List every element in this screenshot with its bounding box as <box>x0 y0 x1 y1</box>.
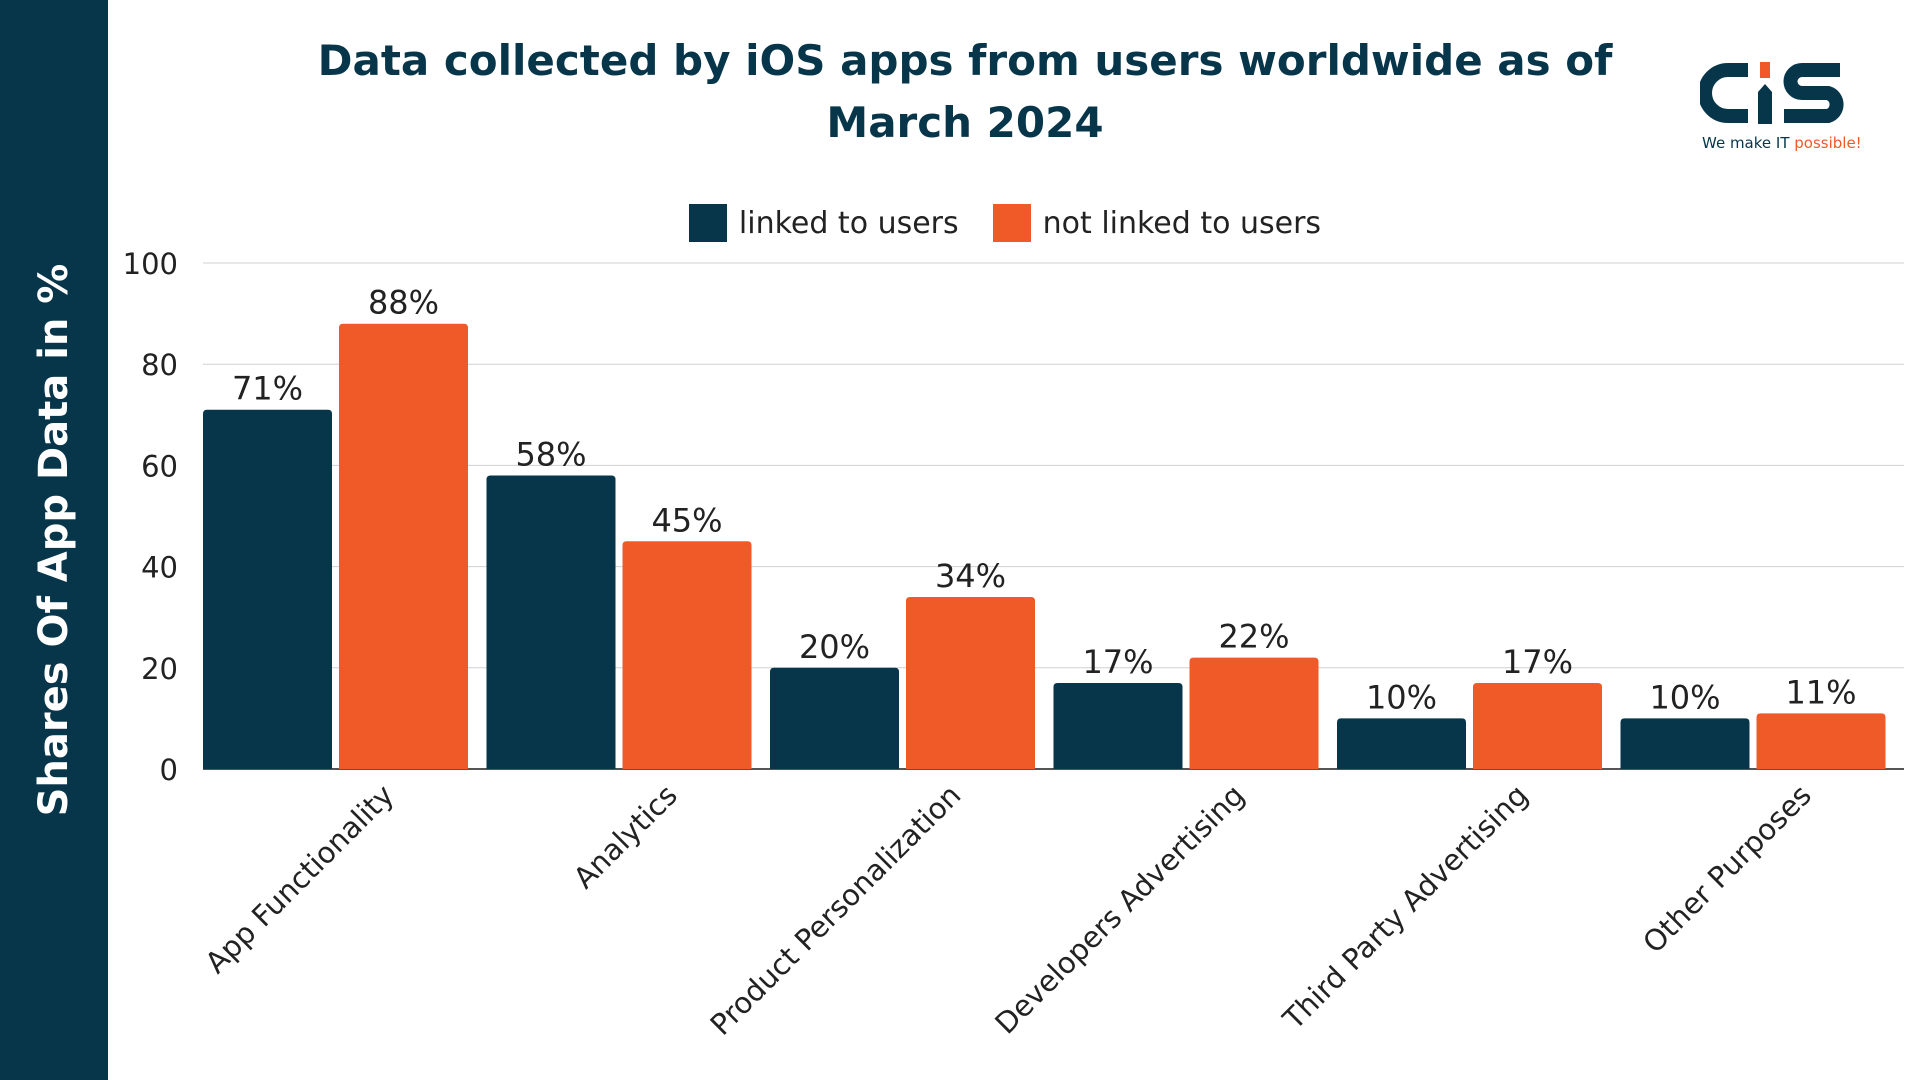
data-label: 88% <box>368 284 439 322</box>
bar <box>1053 682 1183 769</box>
data-label: 22% <box>1218 618 1289 656</box>
y-tick-label: 80 <box>141 348 178 382</box>
data-label: 17% <box>1082 643 1153 681</box>
x-tick-label: Third Party Advertising <box>1276 778 1535 1037</box>
y-tick-label: 20 <box>141 652 178 686</box>
legend-item-linked: linked to users <box>688 204 959 242</box>
legend-label: not linked to users <box>1042 205 1322 241</box>
y-tick-label: 60 <box>141 449 178 483</box>
bar <box>1337 718 1466 769</box>
chart-title: Data collected by iOS apps from users wo… <box>317 36 1613 147</box>
data-label: 10% <box>1649 678 1720 716</box>
bar <box>1620 718 1750 769</box>
bar <box>622 541 752 769</box>
legend-item-not-linked: not linked to users <box>992 204 1322 242</box>
x-tick-label: Other Purposes <box>1636 778 1818 960</box>
data-label: 45% <box>651 501 722 539</box>
cis-logo: We make IT possible! <box>1700 62 1862 152</box>
bar <box>486 475 616 769</box>
data-label: 17% <box>1502 643 1573 681</box>
svg-text:We make IT possible!: We make IT possible! <box>1702 134 1862 152</box>
bar <box>906 596 1035 769</box>
y-tick-label: 0 <box>160 753 178 787</box>
bar <box>1756 713 1886 769</box>
data-label: 10% <box>1366 678 1437 716</box>
data-label: 71% <box>232 370 303 408</box>
legend-label: linked to users <box>738 205 959 241</box>
sidebar: Shares Of App Data in % <box>0 0 108 1080</box>
x-tick-label: Product Personalization <box>704 778 968 1042</box>
bar <box>1189 657 1319 769</box>
x-tick-label: Developers Advertising <box>988 778 1251 1041</box>
data-label: 58% <box>515 436 586 474</box>
y-tick-label: 100 <box>123 247 178 281</box>
legend-swatch <box>992 204 1031 242</box>
bar <box>770 667 899 769</box>
bar <box>1473 682 1602 769</box>
data-label: 20% <box>799 628 870 666</box>
bar <box>339 323 468 769</box>
x-tick-label: App Functionality <box>198 778 400 980</box>
legend-swatch <box>688 204 727 242</box>
x-tick-label: Analytics <box>567 778 684 895</box>
y-tick-label: 40 <box>141 551 178 585</box>
legend: linked to users not linked to users <box>0 204 1920 242</box>
data-label: 34% <box>935 557 1006 595</box>
bar <box>203 409 332 769</box>
data-label: 11% <box>1785 673 1856 711</box>
